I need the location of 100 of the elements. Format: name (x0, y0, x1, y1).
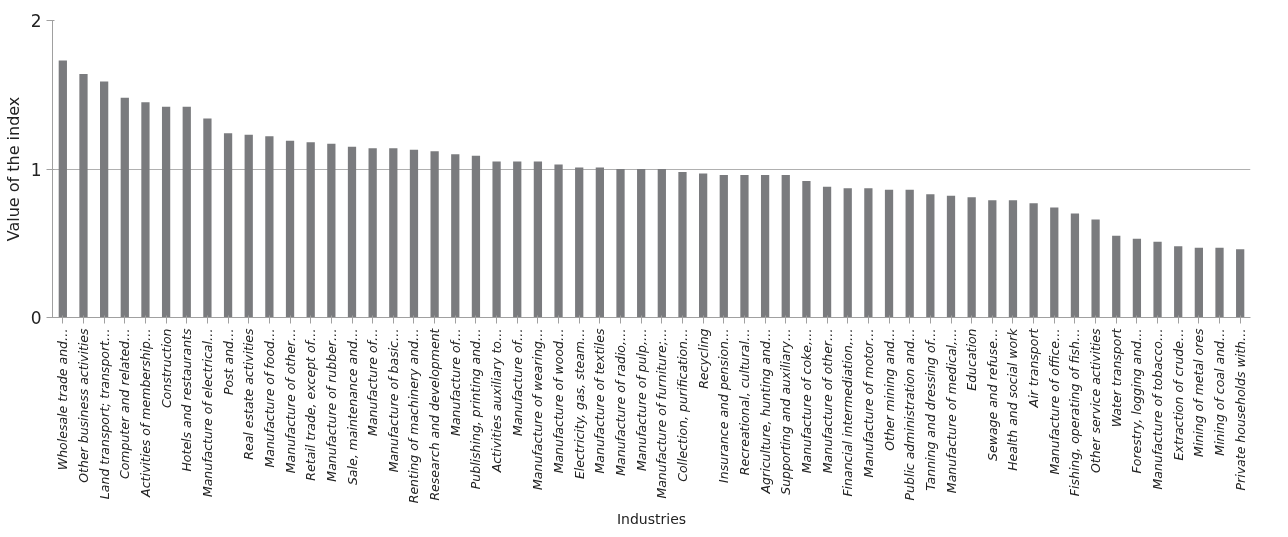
x-tick-label: Manufacture of… (365, 328, 381, 436)
bar (905, 189, 914, 318)
x-tick-label: Retail trade, except of… (303, 328, 319, 481)
x-tick-label: Manufacture of food… (261, 328, 277, 468)
x-tick-label: Manufacture of motor… (860, 328, 876, 478)
x-tick-label: Manufacture of… (447, 328, 463, 436)
x-tick-label: Sewage and refuse… (984, 328, 1000, 461)
bar (822, 186, 832, 318)
bar (79, 73, 88, 318)
x-tick-label: Manufacture of wearing… (530, 328, 546, 490)
bar (946, 195, 956, 318)
bar (1112, 235, 1121, 318)
x-tick-label: Wholesale trade and… (55, 328, 71, 471)
bar (760, 174, 770, 318)
x-tick-label: Tanning and dressing of… (922, 328, 938, 491)
x-tick-label: Manufacture of other… (282, 328, 298, 474)
x-tick-label: Manufacture of office… (1046, 328, 1062, 475)
bar (265, 136, 274, 318)
x-axis-title: Industries (616, 511, 687, 528)
bar (203, 118, 212, 318)
x-tick-label: Air transport (1026, 327, 1042, 409)
bar (513, 161, 522, 318)
bar (595, 167, 604, 318)
bar (100, 81, 109, 318)
x-tick-label: Agriculture, hunting and… (757, 328, 773, 495)
bar (1215, 247, 1224, 318)
x-tick-label: Recycling (695, 328, 711, 389)
bar (1070, 213, 1080, 318)
x-tick-label: Forestry, logging and… (1129, 328, 1145, 474)
x-tick-label: Manufacture of tobacco… (1150, 328, 1166, 490)
x-tick-label: Manufacture of pulp,… (633, 328, 649, 472)
bar (1008, 200, 1018, 318)
bar (864, 188, 873, 318)
y-tick-label: 0 (30, 308, 42, 328)
bar (843, 188, 852, 318)
x-tick-label: Manufacture of… (509, 328, 525, 436)
bar (926, 194, 935, 318)
x-tick-label: Construction (158, 328, 174, 409)
y-tick-label: 1 (30, 159, 42, 180)
x-tick-label: Health and social work (1005, 327, 1021, 471)
y-axis-title: Value of the index (3, 96, 23, 242)
bar (244, 134, 253, 318)
bar (1050, 207, 1059, 318)
bar (988, 200, 997, 318)
bar (1132, 238, 1142, 318)
bar (120, 97, 129, 318)
bar (554, 164, 563, 318)
bar (430, 151, 439, 318)
x-tick-label: Private households with… (1232, 328, 1248, 491)
bar (1236, 249, 1245, 318)
x-tick-label: Publishing, printing and… (468, 328, 484, 490)
x-tick-label: Fishing, operating of fish… (1067, 328, 1083, 497)
bar (678, 171, 687, 318)
x-tick-label: Other mining and… (881, 328, 897, 451)
x-tick-label: Manufacture of other… (819, 328, 835, 474)
x-tick-label: Other service activities (1088, 328, 1104, 474)
x-tick-label: Manufacture of wood… (551, 328, 567, 474)
bar (327, 143, 336, 318)
x-tick-label: Supporting and auxiliary… (778, 328, 794, 495)
bar (58, 60, 67, 318)
bar (657, 169, 666, 318)
x-tick-label: Manufacture of basic… (385, 328, 401, 473)
x-tick-label: Recreational, cultural… (736, 328, 752, 476)
bar (347, 146, 357, 318)
bar (141, 102, 150, 318)
bar (533, 161, 543, 318)
bar (1029, 203, 1038, 318)
x-tick-label: Activities of membership… (137, 328, 153, 498)
x-tick-label: Education (964, 328, 980, 391)
bar (616, 169, 625, 318)
bar (802, 180, 811, 318)
x-tick-label: Insurance and pension… (716, 328, 732, 483)
x-tick-label: Manufacture of coke,… (798, 328, 814, 474)
x-tick-label: Renting of machinery and… (406, 328, 422, 504)
bar (699, 173, 708, 318)
x-tick-label: Manufacture of radio,… (613, 328, 629, 476)
x-tick-label: Water transport (1108, 327, 1124, 428)
bar (161, 106, 171, 318)
x-tick-label: Computer and related… (117, 328, 133, 480)
x-tick-label: Manufacture of textiles (592, 328, 608, 474)
y-tick-label: 2 (30, 11, 42, 31)
x-tick-label: Land transport; transport… (96, 328, 112, 500)
x-tick-label: Financial intermediation,… (840, 328, 856, 497)
x-tick-label: Mining of coal and… (1212, 328, 1228, 456)
bar (637, 169, 646, 318)
bar (1091, 219, 1100, 318)
x-tick-label: Sale, maintenance and… (344, 328, 360, 486)
x-tick-label: Hotels and restaurants (179, 328, 195, 472)
bar (306, 142, 315, 318)
bar (451, 154, 460, 318)
bar (967, 197, 976, 318)
bar (223, 133, 233, 318)
bar (1153, 241, 1162, 318)
x-tick-label: Other business activities (75, 328, 91, 483)
bar (471, 155, 481, 318)
bar (719, 174, 728, 318)
x-tick-label: Electricity, gas, steam… (571, 328, 587, 480)
bar (285, 140, 295, 318)
x-tick-label: Activities auxiliary to… (489, 328, 505, 474)
x-tick-label: Manufacture of rubber… (323, 328, 339, 482)
